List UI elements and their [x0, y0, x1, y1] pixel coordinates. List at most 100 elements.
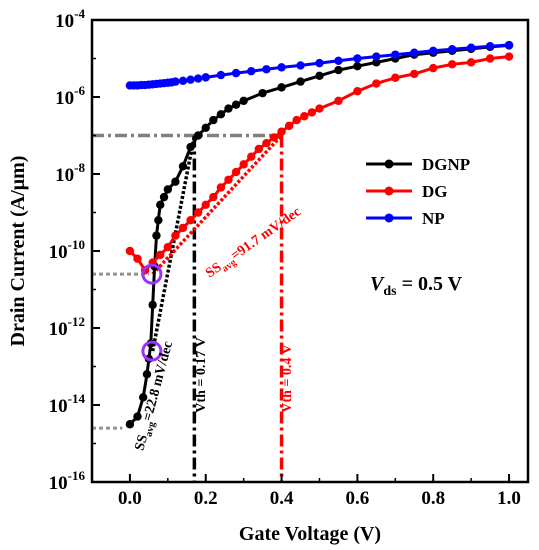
reference-lines — [92, 133, 284, 482]
data-point-dgnp — [178, 162, 188, 171]
data-point-dgnp — [142, 370, 152, 379]
data-point-dg — [254, 144, 264, 154]
highlight-circle-dg — [141, 263, 163, 285]
y-tick-label: 10-6 — [55, 83, 85, 109]
data-point-dg — [334, 96, 343, 106]
data-point-dg — [429, 63, 438, 73]
data-point-np — [178, 76, 188, 86]
axes — [90, 18, 530, 484]
data-point-dg — [447, 60, 457, 69]
ss-fit-line-dg — [151, 134, 283, 276]
data-point-np — [334, 56, 343, 66]
x-tick-label: 0.8 — [421, 488, 445, 509]
x-tick-label: 0.0 — [118, 488, 142, 509]
data-point-dgnp — [277, 83, 286, 92]
data-point-dgnp — [159, 192, 169, 202]
data-point-dg — [307, 108, 317, 117]
data-point-dg — [300, 112, 309, 121]
data-point-dg — [247, 152, 256, 161]
x-axis-title: Gate Voltage (V) — [239, 523, 381, 545]
y-tick-label: 10-8 — [55, 160, 85, 186]
data-point-dg — [269, 133, 279, 142]
data-point-np — [216, 70, 226, 80]
data-point-dg — [292, 115, 301, 125]
data-point-np — [171, 77, 180, 86]
data-point-dg — [315, 104, 324, 113]
data-point-dgnp — [296, 77, 305, 86]
data-point-dg — [284, 121, 294, 131]
y-axis-title: Drain Current (A/μm) — [7, 156, 29, 347]
data-point-dg — [410, 69, 419, 79]
data-point-np — [410, 48, 419, 57]
data-point-dgnp — [125, 420, 135, 429]
data-point-dgnp — [156, 200, 165, 209]
data-point-np — [247, 67, 256, 76]
series-line-dgnp — [128, 43, 510, 426]
data-point-np — [201, 73, 210, 82]
data-point-np — [315, 58, 324, 68]
data-point-dg — [224, 175, 233, 184]
data-point-np — [231, 68, 241, 78]
data-point-dg — [216, 183, 226, 192]
data-point-dg — [156, 250, 165, 260]
legend-label-np: NP — [422, 209, 445, 228]
legend-label-dgnp: DGNP — [422, 155, 470, 174]
y-tick-label: 10-16 — [49, 468, 86, 494]
data-point-np — [391, 50, 400, 59]
legend-marker-np — [384, 213, 394, 223]
y-tick-label: 10-4 — [55, 6, 85, 32]
data-point-dg — [504, 52, 514, 61]
data-point-dgnp — [224, 104, 233, 113]
data-point-dg — [466, 58, 476, 67]
data-point-np — [447, 45, 457, 54]
data-point-dgnp — [154, 216, 163, 225]
data-point-dg — [262, 139, 271, 148]
data-point-dg — [209, 192, 218, 202]
ss-dg-label: SSavg=91.7 mV/dec — [203, 204, 305, 283]
data-point-dgnp — [163, 185, 173, 194]
data-point-np — [193, 74, 203, 83]
data-point-dg — [186, 216, 195, 225]
data-point-dgnp — [239, 96, 248, 106]
y-tick-label: 10-10 — [49, 237, 85, 263]
legend-marker-dgnp — [384, 159, 394, 169]
data-point-dg — [231, 167, 241, 177]
data-point-dgnp — [186, 142, 195, 152]
data-point-np — [466, 43, 476, 52]
data-point-dgnp — [133, 412, 142, 421]
data-point-dg — [391, 73, 400, 82]
data-point-dg — [193, 208, 203, 217]
data-point-dg — [277, 127, 286, 136]
data-point-dgnp — [209, 115, 218, 125]
x-tick-label: 1.0 — [497, 488, 521, 509]
data-point-dg — [178, 223, 188, 233]
vth-dg-label: Vth = 0.4 V — [280, 344, 295, 412]
data-point-dgnp — [334, 65, 343, 75]
highlight-circle-dgnp — [141, 340, 163, 362]
data-point-dgnp — [148, 300, 157, 310]
vds-label: Vds = 0.5 V — [370, 273, 463, 299]
data-point-np — [504, 40, 514, 50]
data-point-np — [372, 52, 381, 61]
x-tick-label: 0.2 — [194, 488, 218, 509]
tick-labels: 0.0 0.2 0.4 0.6 0.8 1.0 10-4 10-6 10-8 10-10 10-12… — [7, 6, 521, 545]
data-point-dgnp — [258, 88, 267, 98]
y-tick-label: 10-14 — [49, 391, 86, 417]
data-point-dgnp — [171, 177, 180, 186]
data-point-np — [353, 54, 362, 63]
data-point-np — [485, 41, 495, 51]
data-point-np — [296, 61, 305, 70]
ss-fit-line-dgnp — [150, 135, 197, 352]
data-point-dg — [125, 246, 135, 256]
data-point-dgnp — [193, 131, 203, 140]
x-tick-label: 0.6 — [346, 488, 370, 509]
data-point-dg — [372, 79, 381, 88]
vth-dgnp-label: Vth = 0.17 V — [194, 337, 209, 412]
data-point-dgnp — [216, 110, 226, 119]
legend-label-dg: DG — [422, 182, 448, 201]
data-point-dgnp — [152, 231, 161, 240]
data-point-dg — [163, 242, 173, 252]
series-layer — [125, 40, 514, 429]
